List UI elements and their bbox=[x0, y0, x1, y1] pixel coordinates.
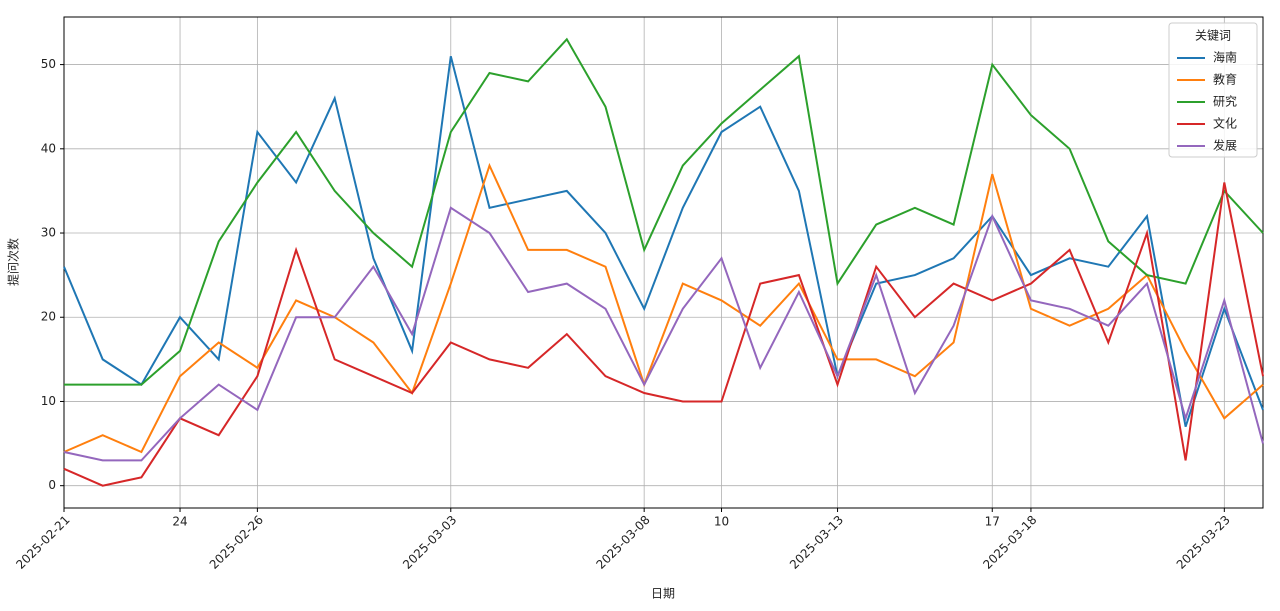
x-tick-label: 24 bbox=[172, 515, 187, 529]
legend-label: 研究 bbox=[1213, 94, 1237, 109]
x-tick-label: 2025-03-08 bbox=[594, 513, 653, 572]
series-line bbox=[63, 182, 1264, 487]
y-tick-label: 50 bbox=[41, 57, 56, 71]
y-tick-label: 20 bbox=[41, 310, 56, 324]
y-axis-label: 提问次数 bbox=[6, 238, 21, 286]
series-line bbox=[63, 206, 1264, 462]
legend-title: 关键词 bbox=[1195, 29, 1231, 43]
legend-label: 发展 bbox=[1213, 138, 1237, 153]
x-axis-label: 日期 bbox=[651, 587, 675, 601]
series-line bbox=[63, 55, 1264, 428]
legend-box bbox=[1168, 22, 1258, 158]
x-tick-label: 2025-03-03 bbox=[400, 513, 459, 572]
x-tick-label: 2025-03-13 bbox=[787, 513, 846, 572]
legend-label: 教育 bbox=[1213, 72, 1237, 87]
x-tick-label: 2025-02-21 bbox=[13, 513, 72, 572]
y-tick-label: 10 bbox=[41, 394, 56, 408]
x-tick-label: 17 bbox=[985, 515, 1000, 529]
legend-label: 文化 bbox=[1213, 116, 1237, 131]
x-tick-label: 10 bbox=[714, 515, 729, 529]
y-tick-label: 40 bbox=[41, 141, 56, 155]
plot-frame bbox=[63, 16, 1264, 509]
y-tick-label: 0 bbox=[48, 478, 56, 492]
x-tick-label: 2025-03-23 bbox=[1174, 513, 1233, 572]
series-line bbox=[64, 37, 1264, 386]
y-tick-label: 30 bbox=[41, 226, 56, 240]
x-tick-label: 2025-02-26 bbox=[207, 513, 266, 572]
legend-label: 海南 bbox=[1213, 50, 1237, 65]
